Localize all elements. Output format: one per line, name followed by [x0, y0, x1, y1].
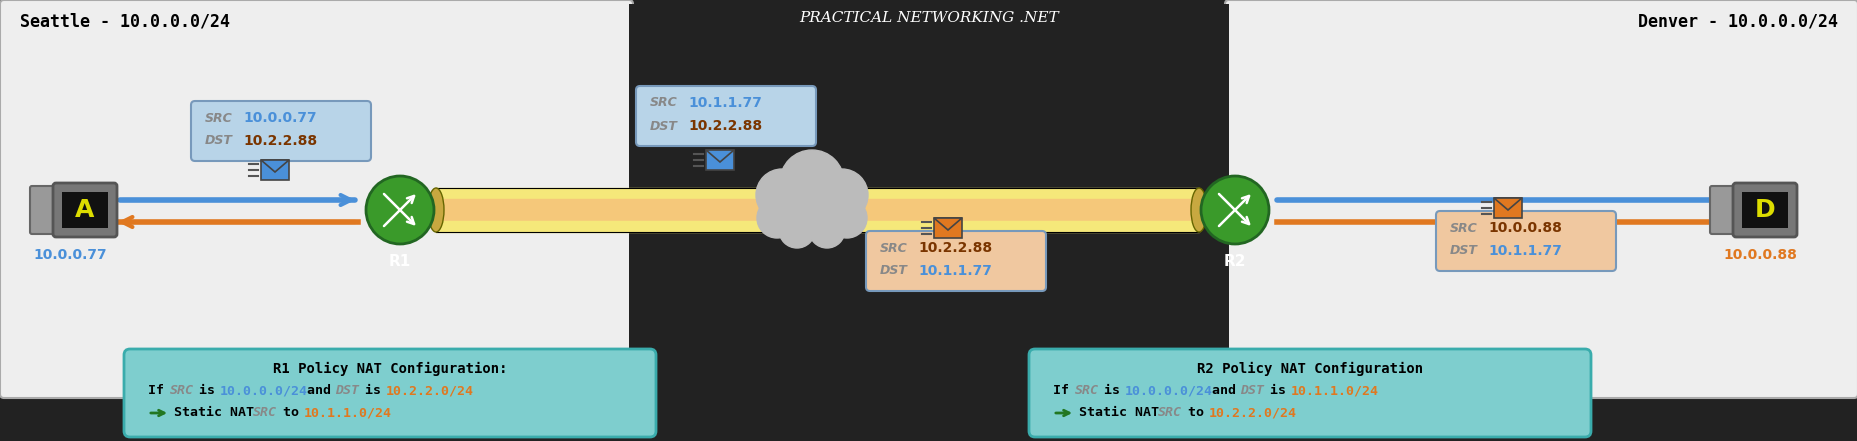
Circle shape — [1200, 176, 1268, 244]
Polygon shape — [260, 160, 290, 172]
Text: is: is — [191, 385, 223, 397]
FancyBboxPatch shape — [635, 86, 815, 146]
FancyBboxPatch shape — [30, 186, 54, 234]
Text: If: If — [149, 385, 173, 397]
Text: 10.2.2.88: 10.2.2.88 — [687, 119, 761, 133]
Polygon shape — [934, 218, 962, 230]
Circle shape — [366, 176, 435, 244]
Text: DST: DST — [650, 120, 678, 132]
Text: Static NAT: Static NAT — [1079, 407, 1166, 419]
FancyBboxPatch shape — [1708, 186, 1733, 234]
Bar — [934, 218, 962, 238]
FancyBboxPatch shape — [124, 349, 656, 437]
Circle shape — [808, 212, 845, 248]
Text: 10.0.0.0/24: 10.0.0.0/24 — [219, 385, 308, 397]
Text: DST: DST — [334, 385, 358, 397]
Text: SRC: SRC — [204, 112, 232, 124]
Text: DST: DST — [1448, 244, 1476, 258]
Text: 10.1.1.0/24: 10.1.1.0/24 — [1291, 385, 1378, 397]
Text: DST: DST — [204, 135, 232, 147]
Text: DST: DST — [880, 265, 908, 277]
Text: 10.0.0.88: 10.0.0.88 — [1487, 221, 1562, 235]
Text: If: If — [1053, 385, 1077, 397]
Text: to: to — [275, 407, 306, 419]
Bar — [61, 192, 108, 228]
Text: SRC: SRC — [1073, 385, 1097, 397]
Text: 10.2.2.0/24: 10.2.2.0/24 — [1207, 407, 1296, 419]
FancyBboxPatch shape — [191, 101, 371, 161]
FancyBboxPatch shape — [0, 0, 633, 398]
Text: 10.1.1.77: 10.1.1.77 — [687, 96, 761, 110]
Text: R1 Policy NAT Configuration:: R1 Policy NAT Configuration: — [273, 362, 507, 376]
Bar — [1742, 192, 1786, 228]
FancyBboxPatch shape — [1224, 0, 1857, 398]
Text: Seattle - 10.0.0.0/24: Seattle - 10.0.0.0/24 — [20, 13, 230, 31]
Circle shape — [784, 182, 839, 238]
Text: SRC: SRC — [1448, 221, 1476, 235]
Bar — [1493, 198, 1521, 218]
Text: SRC: SRC — [880, 242, 908, 254]
Text: 10.2.2.88: 10.2.2.88 — [917, 241, 992, 255]
FancyBboxPatch shape — [54, 183, 117, 237]
Text: is: is — [1261, 385, 1292, 397]
Text: Denver - 10.0.0.0/24: Denver - 10.0.0.0/24 — [1638, 13, 1837, 31]
Text: is: is — [1096, 385, 1127, 397]
FancyBboxPatch shape — [865, 231, 1045, 291]
Polygon shape — [1493, 198, 1521, 210]
Text: SRC: SRC — [650, 97, 678, 109]
Text: 10.0.0.88: 10.0.0.88 — [1721, 248, 1796, 262]
Text: 10.2.2.0/24: 10.2.2.0/24 — [386, 385, 474, 397]
Bar — [260, 160, 290, 180]
Text: R2 Policy NAT Configuration: R2 Policy NAT Configuration — [1196, 362, 1422, 376]
Ellipse shape — [427, 188, 444, 232]
Circle shape — [780, 150, 843, 214]
Circle shape — [756, 169, 808, 221]
Bar — [630, 4, 1227, 394]
Circle shape — [826, 198, 867, 238]
Text: 10.0.0.0/24: 10.0.0.0/24 — [1123, 385, 1213, 397]
Text: 10.0.0.77: 10.0.0.77 — [33, 248, 106, 262]
Text: R2: R2 — [1224, 254, 1246, 269]
Text: to: to — [1179, 407, 1211, 419]
Text: PRACTICAL NETWORKING .NET: PRACTICAL NETWORKING .NET — [799, 11, 1058, 25]
Polygon shape — [706, 150, 734, 162]
Text: Static NAT: Static NAT — [175, 407, 262, 419]
Text: SRC: SRC — [169, 385, 193, 397]
Text: 10.2.2.88: 10.2.2.88 — [243, 134, 318, 148]
Bar — [706, 150, 734, 170]
Text: D: D — [1753, 198, 1773, 222]
Circle shape — [778, 212, 815, 248]
FancyBboxPatch shape — [1435, 211, 1616, 271]
Text: 10.0.0.77: 10.0.0.77 — [243, 111, 316, 125]
Text: and: and — [299, 385, 340, 397]
FancyBboxPatch shape — [1029, 349, 1590, 437]
Text: 10.1.1.77: 10.1.1.77 — [917, 264, 992, 278]
Text: is: is — [357, 385, 388, 397]
FancyBboxPatch shape — [1733, 183, 1796, 237]
Text: and: and — [1203, 385, 1244, 397]
Text: SRC: SRC — [1157, 407, 1181, 419]
Text: DST: DST — [1239, 385, 1263, 397]
Circle shape — [815, 169, 867, 221]
Text: SRC: SRC — [253, 407, 277, 419]
Text: 10.1.1.0/24: 10.1.1.0/24 — [303, 407, 392, 419]
Text: A: A — [76, 198, 95, 222]
Ellipse shape — [1190, 188, 1207, 232]
Text: R1: R1 — [388, 254, 410, 269]
Text: 10.1.1.77: 10.1.1.77 — [1487, 244, 1562, 258]
Circle shape — [756, 198, 797, 238]
